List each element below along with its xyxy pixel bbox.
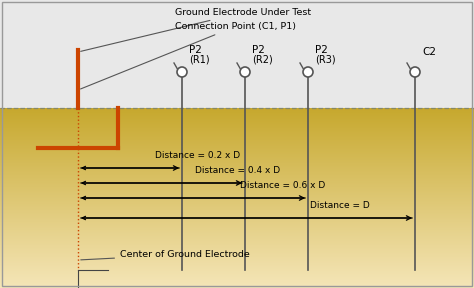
Text: (R3): (R3): [315, 55, 336, 65]
Text: C2: C2: [422, 47, 436, 57]
Text: Distance = 0.2 x D: Distance = 0.2 x D: [155, 151, 240, 160]
Bar: [0, 0, 474, 108]
Text: Distance = D: Distance = D: [310, 201, 370, 210]
Circle shape: [177, 67, 187, 77]
Text: Distance = 0.4 x D: Distance = 0.4 x D: [195, 166, 280, 175]
Text: Center of Ground Electrode: Center of Ground Electrode: [81, 250, 250, 260]
Circle shape: [410, 67, 420, 77]
Text: (R2): (R2): [252, 55, 273, 65]
Text: (R1): (R1): [189, 55, 210, 65]
Circle shape: [303, 67, 313, 77]
Text: P2: P2: [315, 45, 328, 55]
Text: Ground Electrode Under Test: Ground Electrode Under Test: [81, 8, 311, 51]
Text: P2: P2: [189, 45, 202, 55]
Text: Connection Point (C1, P1): Connection Point (C1, P1): [81, 22, 296, 89]
Text: Distance = 0.6 x D: Distance = 0.6 x D: [240, 181, 325, 190]
Circle shape: [240, 67, 250, 77]
Text: P2: P2: [252, 45, 265, 55]
